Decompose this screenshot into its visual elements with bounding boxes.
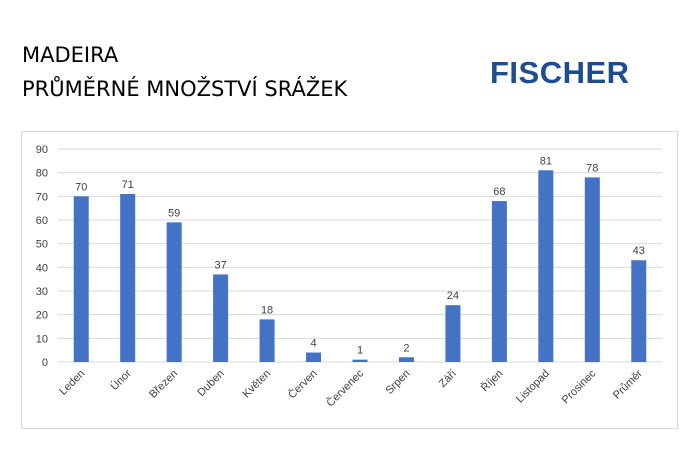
fischer-logo: FISCHER — [490, 55, 630, 90]
y-tick-label: 20 — [36, 310, 48, 322]
data-label: 68 — [493, 186, 505, 198]
x-tick-label: Listopad — [514, 368, 552, 406]
y-tick-label: 0 — [42, 357, 48, 369]
y-tick-label: 60 — [36, 215, 48, 227]
y-axis-ticks: 0 10 20 30 40 50 60 70 80 90 — [36, 144, 48, 369]
y-tick-label: 80 — [36, 168, 48, 180]
x-tick-label: Březen — [147, 368, 180, 401]
data-label: 71 — [122, 179, 134, 191]
data-label: 24 — [447, 290, 459, 302]
bar — [259, 319, 275, 362]
chart-frame — [21, 131, 678, 429]
y-tick-label: 10 — [36, 333, 48, 345]
x-tick-label: Září — [437, 368, 459, 390]
y-tick-label: 30 — [36, 286, 48, 298]
x-tick-label: Květen — [240, 368, 273, 401]
y-tick-label: 40 — [36, 262, 48, 274]
bars — [73, 170, 647, 362]
x-tick-label: Červenec — [324, 367, 367, 410]
gridlines — [58, 148, 662, 363]
y-tick-label: 50 — [36, 239, 48, 251]
bar — [352, 359, 368, 362]
bar — [120, 193, 136, 362]
bar — [631, 260, 647, 362]
data-label: 78 — [586, 162, 598, 174]
chart-title: MADEIRA PRŮMĚRNÉ MNOŽSTVÍ SRÁŽEK — [22, 38, 347, 106]
x-tick-label: Duben — [195, 368, 226, 399]
data-label: 37 — [214, 259, 226, 271]
title-line-1: MADEIRA — [22, 43, 119, 67]
x-tick-label: Průměr — [611, 367, 645, 401]
bar — [166, 222, 182, 362]
y-tick-label: 70 — [36, 191, 48, 203]
y-tick-label: 90 — [36, 144, 48, 156]
bar — [445, 305, 461, 362]
bar — [538, 170, 554, 362]
data-label: 70 — [75, 181, 87, 193]
bar — [491, 201, 507, 362]
x-tick-label: Prosinec — [560, 367, 599, 406]
bar — [398, 357, 414, 362]
data-label: 18 — [261, 304, 273, 316]
x-tick-label: Říjen — [478, 367, 505, 394]
x-tick-label: Leden — [57, 368, 87, 398]
data-label: 59 — [168, 207, 180, 219]
bar — [584, 177, 600, 362]
data-label: 2 — [403, 342, 409, 354]
bar — [213, 274, 229, 362]
data-label: 81 — [540, 155, 552, 167]
data-label: 1 — [357, 345, 363, 357]
x-tick-label: Únor — [108, 367, 134, 393]
bar — [73, 196, 89, 362]
bar — [306, 352, 322, 362]
data-label: 4 — [310, 338, 316, 350]
x-tick-label: Červen — [285, 367, 319, 401]
data-labels: 70 71 59 37 18 4 1 2 24 68 81 78 43 — [75, 155, 645, 356]
x-axis-labels: Leden Únor Březen Duben Květen Červen Červenec… — [57, 367, 645, 410]
x-tick-label: Srpen — [383, 368, 412, 397]
title-line-2: PRŮMĚRNÉ MNOŽSTVÍ SRÁŽEK — [22, 77, 348, 101]
data-label: 43 — [633, 245, 645, 257]
